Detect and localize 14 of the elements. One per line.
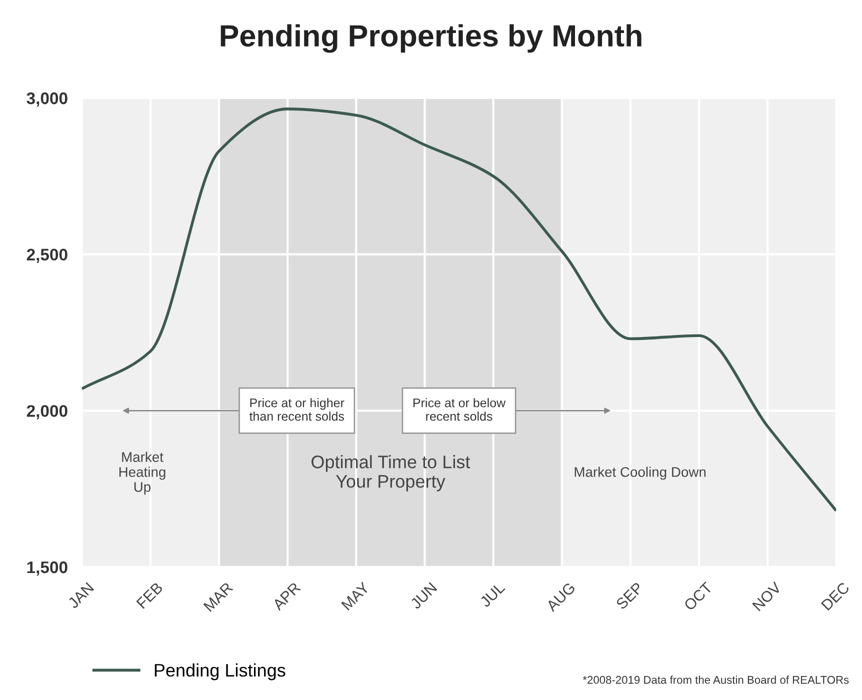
- x-tick-label: JUL: [479, 582, 506, 608]
- annotation: Price at or higher than recent solds: [249, 398, 344, 421]
- y-tick-label: 3,000: [26, 92, 68, 107]
- band-label: Optimal Time to List Your Property: [312, 455, 470, 492]
- annotation: Market Cooling Down: [574, 466, 706, 480]
- line-series: [82, 108, 836, 512]
- y-tick-label: 1,500: [27, 561, 68, 576]
- annotation: Market Heating Up: [119, 452, 166, 495]
- text: *2008-2019 Data from the Austin Board of REALTORs: [582, 676, 849, 684]
- annotation: Price at or below recent solds: [413, 398, 506, 421]
- y-tick-label: 2,000: [26, 405, 68, 420]
- y-tick-label: 2,500: [26, 248, 68, 263]
- legend-label: Pending Listings: [154, 663, 286, 680]
- chart-title: Pending Properties by Month: [220, 24, 642, 53]
